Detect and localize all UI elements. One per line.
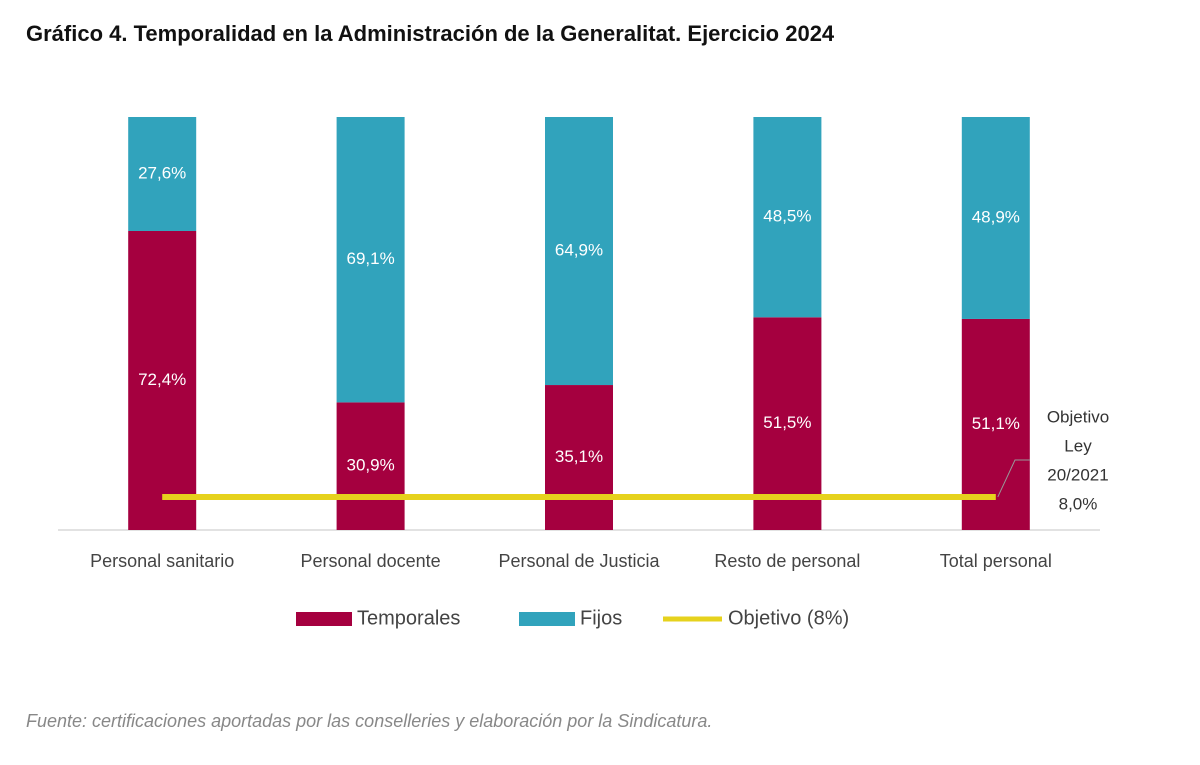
annotation-text: Ley [1064, 436, 1092, 455]
data-label: 51,1% [972, 414, 1020, 433]
annotation-text: Objetivo [1047, 407, 1109, 426]
annotation-connector [997, 459, 1030, 498]
legend-label: Objetivo (8%) [728, 607, 849, 629]
data-label: 72,4% [138, 370, 186, 389]
bar-segment [961, 117, 1030, 319]
x-tick-label: Total personal [940, 551, 1052, 571]
bar-segment [753, 117, 822, 318]
data-label: 51,5% [763, 413, 811, 432]
legend-swatch [519, 612, 575, 626]
x-tick-label: Personal docente [301, 551, 441, 571]
data-label: 30,9% [346, 456, 394, 475]
x-tick-label: Personal de Justicia [498, 551, 660, 571]
legend-swatch [296, 612, 352, 626]
chart-title: Gráfico 4. Temporalidad en la Administra… [26, 21, 835, 46]
bar-segment [128, 230, 197, 530]
bar-segment [545, 117, 613, 386]
annotation-text: 20/2021 [1047, 465, 1108, 484]
x-tick-label: Resto de personal [714, 551, 860, 571]
bar-segment [336, 117, 405, 403]
annotation-value: 8,0% [1059, 494, 1098, 513]
bar-segment [128, 117, 197, 231]
data-label: 35,1% [555, 447, 603, 466]
bar-segment [336, 402, 405, 530]
source-note: Fuente: certificaciones aportadas por la… [26, 711, 712, 731]
bar-segment [545, 385, 613, 530]
data-label: 69,1% [346, 249, 394, 268]
legend-label: Fijos [580, 607, 622, 629]
data-label: 27,6% [138, 163, 186, 182]
data-label: 48,9% [972, 207, 1020, 226]
data-label: 64,9% [555, 241, 603, 260]
data-label: 48,5% [763, 207, 811, 226]
x-tick-label: Personal sanitario [90, 551, 234, 571]
legend-label: Temporales [357, 607, 460, 629]
